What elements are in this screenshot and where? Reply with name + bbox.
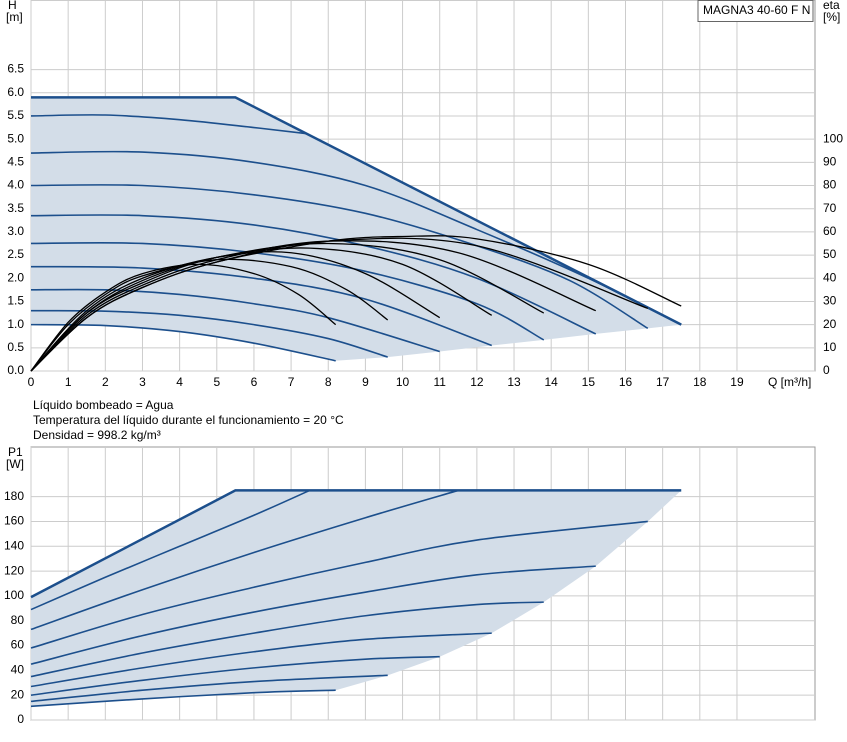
y-tick-label: 180 xyxy=(4,489,24,503)
curve xyxy=(30,265,493,347)
y2-tick-label: 80 xyxy=(823,178,837,192)
x-tick-label: 10 xyxy=(396,375,410,389)
curve xyxy=(30,489,310,611)
y-tick-label: 0.5 xyxy=(7,340,24,354)
y-tick-label: 5.5 xyxy=(7,108,24,122)
x-tick-label: 17 xyxy=(656,375,670,389)
curve xyxy=(30,520,648,649)
operating-area xyxy=(31,97,682,361)
y-tick-label: 140 xyxy=(4,538,24,552)
y-tick-label: 40 xyxy=(11,663,25,677)
x-axis-label: Q [m³/h] xyxy=(768,375,811,389)
x-tick-label: 6 xyxy=(251,375,258,389)
annotation: MAGNA3 40-60 F N xyxy=(703,3,810,17)
efficiency-curve xyxy=(30,240,597,372)
curve xyxy=(30,288,440,353)
curve xyxy=(30,489,682,599)
y-axis-label: P1 xyxy=(8,445,23,459)
x-tick-label: 9 xyxy=(362,375,369,389)
note: Temperatura del líquido durante el funci… xyxy=(33,413,344,427)
curve xyxy=(30,489,459,631)
y-tick-label: 5.0 xyxy=(7,131,24,145)
y-tick-label: 6.0 xyxy=(7,85,24,99)
curve xyxy=(30,150,682,326)
y-tick-label: 0.0 xyxy=(7,363,24,377)
curve xyxy=(30,601,544,678)
y-tick-label: 160 xyxy=(4,514,24,528)
curve xyxy=(30,632,492,688)
y-tick-label: 60 xyxy=(11,638,25,652)
y-tick-label: 6.5 xyxy=(7,62,24,76)
y-tick-label: 1.5 xyxy=(7,294,24,308)
x-tick-label: 7 xyxy=(288,375,295,389)
curve xyxy=(30,689,336,708)
y-tick-label: 120 xyxy=(4,563,24,577)
y2-tick-label: 0 xyxy=(823,363,830,377)
y2-tick-label: 90 xyxy=(823,154,837,168)
x-tick-label: 16 xyxy=(619,375,633,389)
y-tick-label: 2.0 xyxy=(7,270,24,284)
curve xyxy=(30,674,388,703)
note: Líquido bombeado = Agua xyxy=(33,398,174,412)
x-tick-label: 18 xyxy=(693,375,707,389)
y-tick-label: 4.0 xyxy=(7,178,24,192)
y2-tick-label: 50 xyxy=(823,247,837,261)
y2-tick-label: 40 xyxy=(823,270,837,284)
y-tick-label: 3.5 xyxy=(7,201,24,215)
x-tick-label: 14 xyxy=(545,375,559,389)
y2-tick-label: 60 xyxy=(823,224,837,238)
x-tick-label: 5 xyxy=(213,375,220,389)
y-tick-label: 1.0 xyxy=(7,317,24,331)
curve xyxy=(30,114,307,135)
y-tick-label: 3.0 xyxy=(7,224,24,238)
curve xyxy=(30,184,649,330)
x-tick-label: 19 xyxy=(730,375,744,389)
y2-tick-label: 30 xyxy=(823,294,837,308)
y2-tick-label: 10 xyxy=(823,340,837,354)
curve xyxy=(30,241,545,341)
x-tick-label: 12 xyxy=(470,375,484,389)
x-tick-label: 4 xyxy=(176,375,183,389)
y-tick-label: 2.5 xyxy=(7,247,24,261)
x-tick-label: 13 xyxy=(507,375,521,389)
annotation-box xyxy=(697,0,814,22)
y-axis-label: H xyxy=(8,0,17,12)
curve xyxy=(30,655,440,696)
note: Densidad = 998.2 kg/m³ xyxy=(33,428,161,442)
x-tick-label: 15 xyxy=(582,375,596,389)
y-axis-unit: [m] xyxy=(6,10,23,24)
y2-axis-label: eta xyxy=(823,0,840,12)
y2-tick-label: 70 xyxy=(823,201,837,215)
x-tick-label: 1 xyxy=(65,375,72,389)
y-tick-label: 100 xyxy=(4,588,24,602)
y-tick-label: 4.5 xyxy=(7,154,24,168)
y2-tick-label: 100 xyxy=(823,131,843,145)
x-tick-label: 8 xyxy=(325,375,332,389)
y-axis-unit: [W] xyxy=(6,457,24,471)
curve xyxy=(30,565,596,665)
curve xyxy=(30,323,336,362)
x-tick-label: 11 xyxy=(433,375,446,389)
efficiency-curve xyxy=(30,263,337,372)
y-tick-label: 80 xyxy=(11,613,25,627)
y-tick-label: 0 xyxy=(17,712,24,726)
efficiency-curve xyxy=(30,235,682,372)
efficiency-curve xyxy=(30,242,545,372)
x-tick-label: 0 xyxy=(28,375,35,389)
x-tick-label: 3 xyxy=(139,375,146,389)
y2-tick-label: 20 xyxy=(823,317,837,331)
y2-axis-unit: [%] xyxy=(823,10,840,24)
y-tick-label: 20 xyxy=(11,687,25,701)
operating-area xyxy=(31,490,682,707)
x-tick-label: 2 xyxy=(102,375,109,389)
